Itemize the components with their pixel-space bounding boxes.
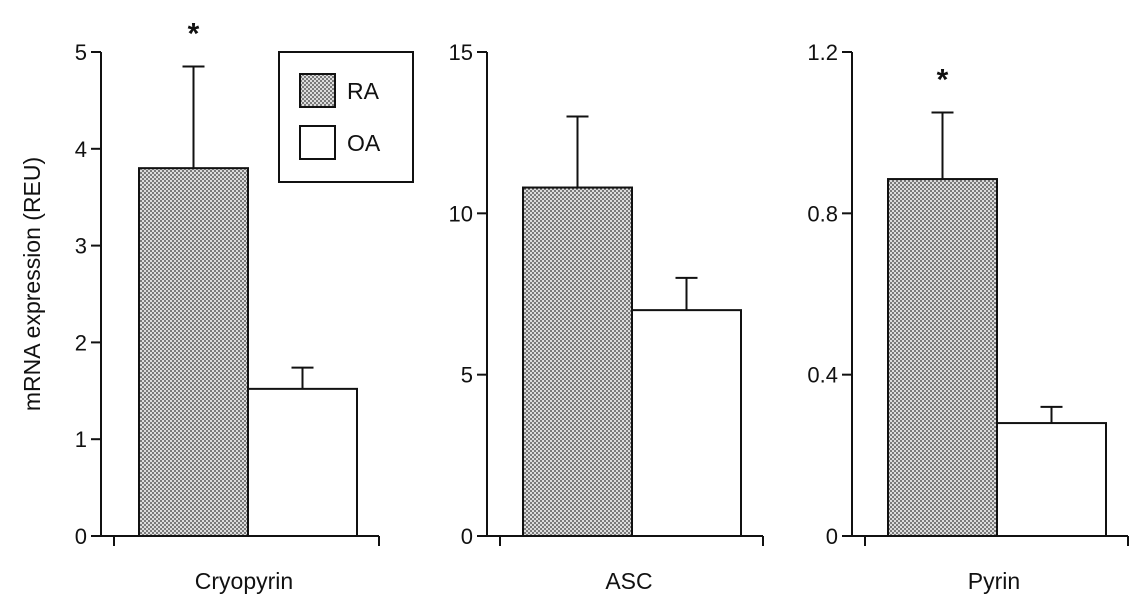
bar-ra — [138, 167, 249, 537]
legend-label-ra: RA — [347, 78, 380, 104]
y-tick-label: 0 — [461, 524, 473, 549]
chart-panel-cryopyrin: 0 1 2 3 4 5 * Cryopyrin mRNA expression (REU) — [19, 18, 380, 594]
y-tick-label: 10 — [449, 201, 473, 226]
legend-label-oa: OA — [347, 130, 381, 156]
y-tick-label: 1 — [75, 427, 87, 452]
bar-oa — [996, 422, 1107, 538]
significance-marker: * — [188, 18, 200, 51]
y-axis-label: mRNA expression (REU) — [19, 157, 45, 411]
y-tick-label: 1.2 — [807, 40, 838, 65]
y-tick-label: 5 — [75, 40, 87, 65]
chart-panel-pyrin: 0 0.4 0.8 1.2 * Pyrin — [807, 40, 1129, 594]
x-category-label: Cryopyrin — [195, 568, 293, 594]
chart-legend: RA OA — [278, 51, 414, 183]
bar-ra — [522, 186, 633, 538]
x-category-label: Pyrin — [968, 568, 1020, 594]
bar-oa — [247, 387, 358, 538]
legend-swatch-oa — [299, 125, 336, 160]
y-tick-label: 2 — [75, 330, 87, 355]
x-category-label: ASC — [605, 568, 652, 594]
y-tick-label: 5 — [461, 363, 473, 388]
y-tick-label: 0 — [826, 524, 838, 549]
y-tick-label: 0.8 — [807, 201, 838, 226]
chart-panel-asc: 0 5 10 15 ASC — [449, 40, 764, 594]
bar-oa — [631, 309, 742, 537]
bar-ra — [887, 178, 998, 538]
chart-panels: 0 1 2 3 4 5 * Cryopyrin mRNA expression (REU) 0 5 1… — [19, 18, 1129, 594]
legend-swatch-ra — [299, 73, 336, 108]
y-tick-label: 0.4 — [807, 363, 838, 388]
y-tick-label: 15 — [449, 40, 473, 65]
significance-marker: * — [937, 64, 949, 97]
legend-box — [278, 51, 414, 183]
y-tick-label: 0 — [75, 524, 87, 549]
y-tick-label: 4 — [75, 137, 87, 162]
y-tick-label: 3 — [75, 234, 87, 259]
